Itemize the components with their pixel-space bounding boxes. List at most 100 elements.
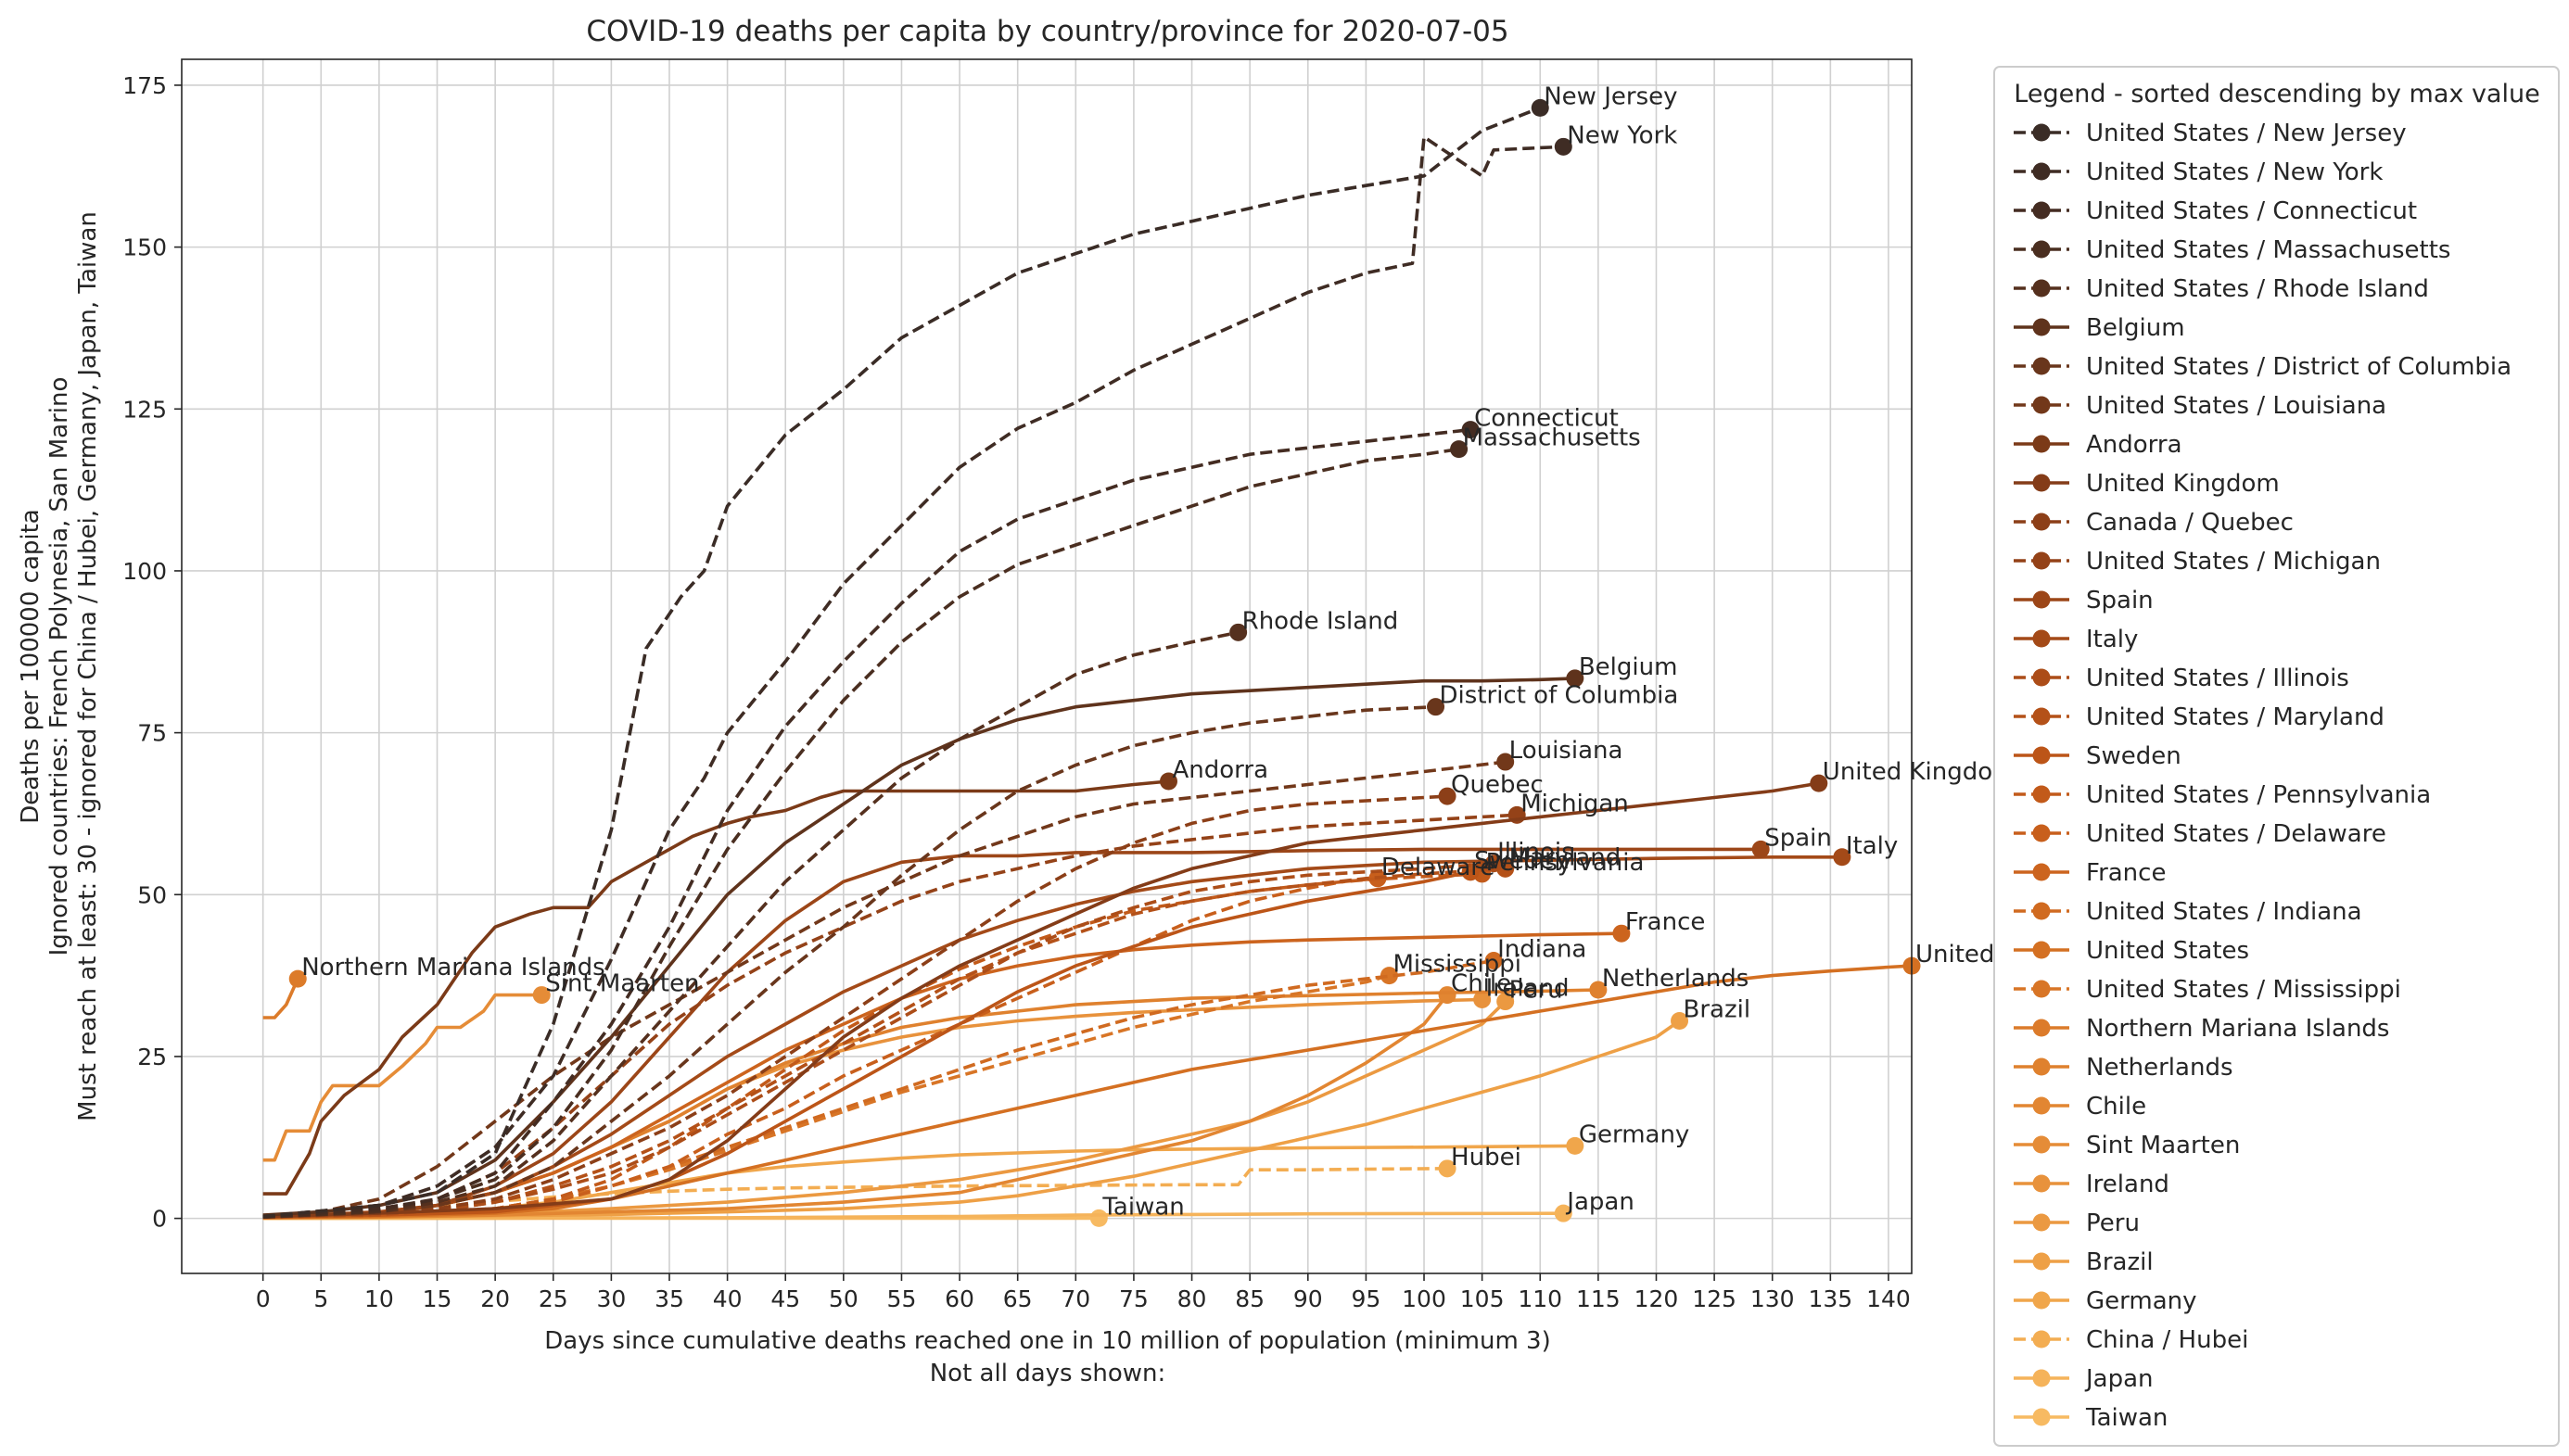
- y-axis-label-line2: Ignored countries: French Polynesia, San…: [45, 377, 73, 956]
- x-tick-label: 110: [1518, 1285, 1562, 1312]
- series-endpoint-united-states-louisiana: [1496, 753, 1515, 771]
- x-tick-label: 35: [655, 1285, 684, 1312]
- legend-entry-taiwan: Taiwan: [2085, 1404, 2168, 1432]
- x-axis-ticks: 0 5 10 15 20 25 30 35 40 45 50 55 60 65 70 75 80 85 90 95 10…: [256, 1273, 1911, 1312]
- series-endpoint-united-kingdom: [1810, 774, 1828, 792]
- y-tick-label: 150: [122, 234, 167, 261]
- legend-swatch-marker: [2032, 746, 2051, 765]
- x-axis-label: Days since cumulative deaths reached one…: [544, 1327, 1551, 1355]
- legend-swatch-marker: [2032, 785, 2051, 804]
- legend-swatch-marker: [2032, 318, 2051, 336]
- legend-swatch-marker: [2032, 668, 2051, 687]
- series-line-spain: [262, 847, 1761, 1219]
- series-endpoint-united-states-connecticut: [1461, 421, 1480, 439]
- x-axis-label-line2: Not all days shown:: [930, 1360, 1166, 1387]
- legend: Legend - sorted descending by max value …: [1993, 66, 2560, 1447]
- series-line-peru: [262, 1000, 1507, 1220]
- label-layer: Taiwan Japan Hubei Germany Brazil PeruIreland…: [301, 82, 2079, 1221]
- series-end-label-united-states-delaware: Delaware: [1381, 854, 1494, 881]
- legend-swatch-marker: [2032, 357, 2051, 375]
- legend-swatch-marker: [2032, 162, 2051, 181]
- legend-entry-united-states-louisiana: United States / Louisiana: [2086, 392, 2386, 420]
- series-end-label-belgium: Belgium: [1579, 653, 1678, 681]
- series-endpoint-brazil: [1671, 1012, 1689, 1031]
- x-tick-label: 10: [364, 1285, 394, 1312]
- series-endpoint-netherlands: [1589, 981, 1608, 999]
- y-tick-label: 25: [137, 1044, 167, 1070]
- x-tick-label: 20: [480, 1285, 510, 1312]
- x-tick-label: 65: [1003, 1285, 1033, 1312]
- series-end-label-spain: Spain: [1764, 824, 1832, 852]
- legend-entry-france: France: [2086, 859, 2166, 887]
- legend-entry-northern-mariana-islands: Northern Mariana Islands: [2086, 1015, 2389, 1043]
- series-layer: [262, 98, 1921, 1227]
- x-tick-label: 90: [1293, 1285, 1323, 1312]
- legend-title: Legend - sorted descending by max value: [2014, 80, 2539, 108]
- series-line-united-states: [262, 964, 1913, 1220]
- y-axis-label-line3: Must reach at least: 30 - ignored for Ch…: [74, 211, 102, 1121]
- series-endpoint-united-states-rhode-island: [1229, 623, 1248, 641]
- x-tick-label: 80: [1177, 1285, 1207, 1312]
- x-tick-label: 140: [1866, 1285, 1911, 1312]
- series-endpoint-canada-quebec: [1438, 787, 1456, 805]
- legend-swatch-marker: [2032, 824, 2051, 842]
- legend-entry-japan: Japan: [2084, 1365, 2154, 1393]
- series-end-label-japan: Japan: [1565, 1188, 1634, 1216]
- series-line-sint-maarten: [262, 993, 542, 1162]
- series-line-united-states-connecticut: [262, 427, 1471, 1219]
- series-end-label-united-states-new-york: New York: [1567, 121, 1677, 149]
- series-endpoint-italy: [1833, 848, 1851, 867]
- x-tick-label: 120: [1634, 1285, 1679, 1312]
- series-end-label-peru: Peru: [1509, 977, 1563, 1005]
- legend-swatch-marker: [2032, 240, 2051, 259]
- legend-entry-united-states-illinois: United States / Illinois: [2086, 665, 2349, 692]
- series-line-united-states-louisiana: [262, 760, 1506, 1219]
- legend-entry-spain: Spain: [2086, 587, 2154, 614]
- legend-entry-italy: Italy: [2086, 626, 2138, 653]
- series-line-brazil: [262, 1019, 1681, 1220]
- x-tick-label: 135: [1808, 1285, 1852, 1312]
- legend-swatch-marker: [2032, 201, 2051, 220]
- series-end-label-sint-maarten: Sint Maarten: [545, 970, 699, 998]
- series-end-label-italy: Italy: [1846, 832, 1898, 860]
- series-end-label-northern-mariana-islands: Northern Mariana Islands: [301, 954, 604, 981]
- legend-items: United States / New Jersey United States …: [2014, 120, 2512, 1432]
- series-line-united-states-massachusetts: [262, 447, 1459, 1219]
- series-end-label-united-states-mississippi: Mississippi: [1393, 951, 1521, 979]
- legend-swatch-marker: [2032, 513, 2051, 531]
- legend-swatch-marker: [2032, 590, 2051, 609]
- legend-entry-united-states-connecticut: United States / Connecticut: [2086, 197, 2417, 225]
- series-endpoint-united-states-mississippi: [1380, 967, 1398, 985]
- y-axis-ticks: 0 25 50 75 100 125 150 175: [122, 72, 182, 1233]
- series-end-label-united-states-illinois: Illinois: [1497, 839, 1574, 867]
- series-end-label-canada-quebec: Quebec: [1451, 771, 1544, 799]
- legend-entry-united-kingdom: United Kingdom: [2086, 470, 2280, 498]
- series-end-label-china-hubei: Hubei: [1451, 1144, 1521, 1171]
- legend-entry-united-states-rhode-island: United States / Rhode Island: [2086, 275, 2429, 303]
- legend-entry-united-states-maryland: United States / Maryland: [2086, 703, 2385, 731]
- series-end-label-united-states-pennsylvania: Pennsylvania: [1486, 849, 1645, 877]
- legend-entry-united-states-indiana: United States / Indiana: [2086, 898, 2362, 926]
- legend-swatch-marker: [2032, 707, 2051, 726]
- series-end-label-united-states-louisiana: Louisiana: [1509, 737, 1623, 765]
- legend-entry-canada-quebec: Canada / Quebec: [2086, 509, 2294, 537]
- legend-entry-united-states-delaware: United States / Delaware: [2086, 820, 2386, 848]
- series-end-label-france: France: [1625, 908, 1705, 936]
- x-tick-label: 5: [313, 1285, 328, 1312]
- series-endpoint-japan: [1554, 1204, 1572, 1222]
- series-endpoint-andorra: [1159, 772, 1177, 791]
- series-endpoint-united-states-new-york: [1554, 137, 1572, 156]
- x-tick-label: 115: [1576, 1285, 1621, 1312]
- x-tick-label: 45: [770, 1285, 800, 1312]
- x-tick-label: 70: [1061, 1285, 1090, 1312]
- legend-entry-united-states: United States: [2086, 937, 2249, 965]
- plot-frame: [181, 58, 1913, 1274]
- series-endpoint-sint-maarten: [532, 986, 551, 1005]
- series-end-label-sweden: Sweden: [1474, 847, 1570, 875]
- legend-entry-brazil: Brazil: [2086, 1248, 2154, 1276]
- series-end-label-united-states-maryland: Maryland: [1509, 843, 1622, 871]
- series-end-label-united-states-connecticut: Connecticut: [1474, 405, 1619, 433]
- x-tick-label: 105: [1460, 1285, 1505, 1312]
- y-tick-label: 50: [137, 881, 167, 908]
